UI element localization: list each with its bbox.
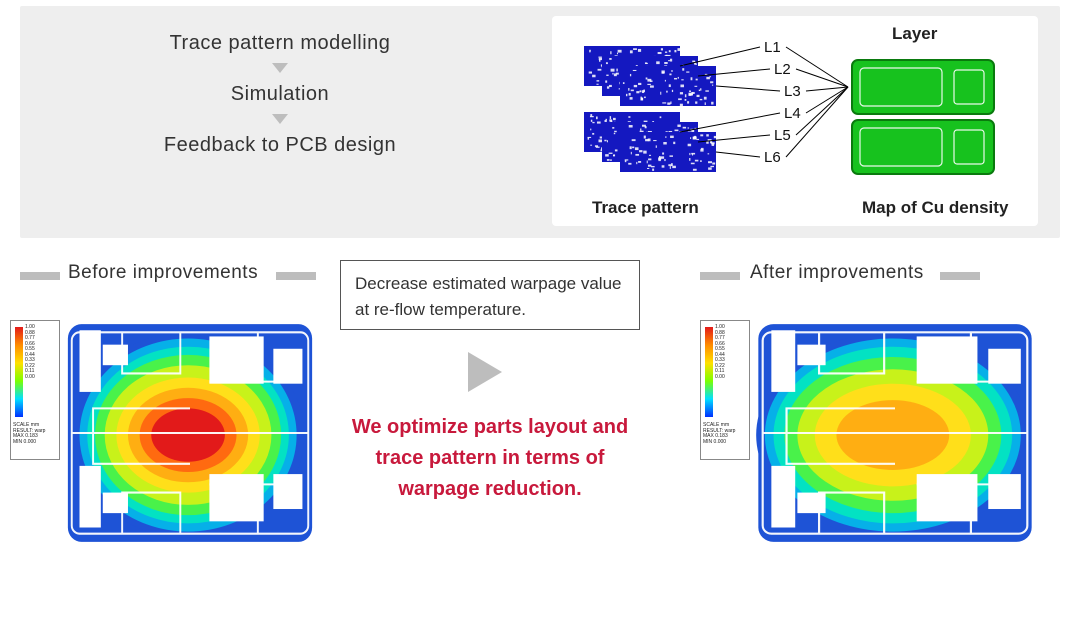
divider-bar [700,272,740,280]
divider-bar [940,272,980,280]
svg-text:L4: L4 [784,105,801,122]
top-panel: Trace pattern modelling Simulation Feedb… [20,6,1060,238]
colorbar-icon [705,327,713,417]
flow-step-3: Feedback to PCB design [120,134,440,157]
legend-meta: SCALE mm RESULT: warp MAX 0.183 MIN 0.00… [13,423,45,445]
svg-text:L6: L6 [764,149,781,166]
flow-step-2: Simulation [120,83,440,106]
heatmap-before-svg [64,320,316,546]
layer-card: Layer L1L2L3L4L5L6 Trace pattern Map of … [552,16,1038,226]
layer-diagram: L1 L2 L3 L4 L5 L6 [552,16,1038,226]
svg-text:L2: L2 [774,61,791,78]
legend-ticks: 1.00 0.88 0.77 0.66 0.55 0.44 0.33 0.22 … [25,325,35,380]
flow-arrow-icon [272,63,288,73]
svg-text:L3: L3 [784,83,801,100]
flow-arrow-icon [272,114,288,124]
svg-text:L5: L5 [774,127,791,144]
warpage-note-box: Decrease estimated warpage value at re-f… [340,260,640,330]
svg-text:L1: L1 [764,39,781,56]
heatmap-after-svg [754,320,1036,546]
cu-density-label: Map of Cu density [862,198,1008,218]
divider-bar [276,272,316,280]
colorbar-icon [15,327,23,417]
heatmap-before: 1.00 0.88 0.77 0.66 0.55 0.44 0.33 0.22 … [10,300,320,550]
trace-pattern-label: Trace pattern [592,198,699,218]
arrow-right-icon [468,352,502,392]
legend-ticks: 1.00 0.88 0.77 0.66 0.55 0.44 0.33 0.22 … [715,325,725,380]
flow-step-1: Trace pattern modelling [120,32,440,55]
colorbar-legend: 1.00 0.88 0.77 0.66 0.55 0.44 0.33 0.22 … [10,320,60,460]
legend-meta: SCALE mm RESULT: warp MAX 0.183 MIN 0.00… [703,423,735,445]
highlight-statement: We optimize parts layout and trace patte… [340,412,640,505]
colorbar-legend: 1.00 0.88 0.77 0.66 0.55 0.44 0.33 0.22 … [700,320,750,460]
before-label: Before improvements [68,262,258,284]
divider-bar [20,272,60,280]
heatmap-after: 1.00 0.88 0.77 0.66 0.55 0.44 0.33 0.22 … [700,300,1040,550]
process-flow: Trace pattern modelling Simulation Feedb… [120,32,440,157]
after-label: After improvements [750,262,924,284]
